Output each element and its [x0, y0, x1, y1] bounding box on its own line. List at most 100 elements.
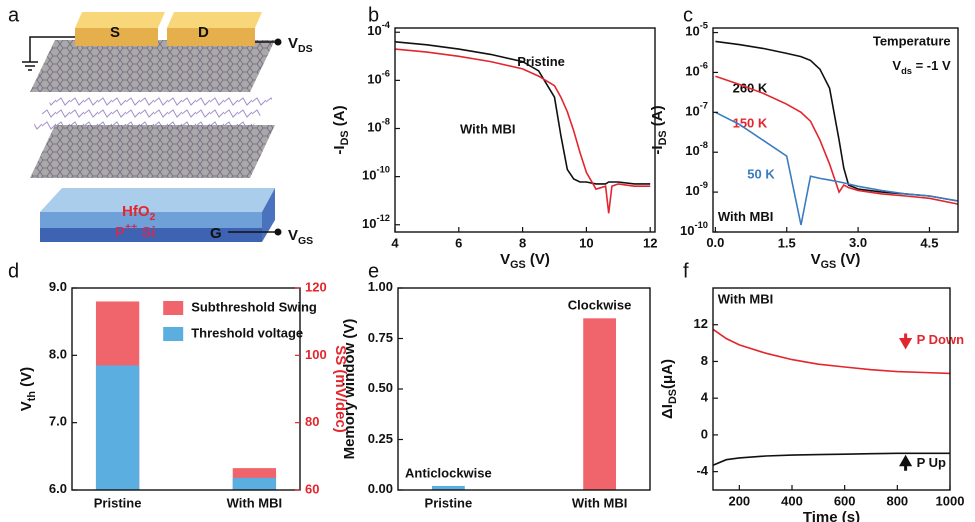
- text-part: V: [892, 58, 901, 73]
- text-part: th: [26, 391, 38, 401]
- y2-tick-label: 100: [305, 347, 327, 362]
- text-part: DS: [657, 130, 669, 145]
- bar: [95, 365, 140, 490]
- y-tick-label: 10-7: [685, 101, 708, 119]
- text-part: -4: [382, 21, 391, 31]
- text-part: (A): [331, 105, 348, 130]
- text-part: (V): [526, 251, 550, 268]
- y-axis-label: ΔIDS(μA): [659, 359, 679, 419]
- panel-letter: f: [683, 260, 689, 282]
- text-part: 0.50: [368, 380, 393, 395]
- text-part: V: [18, 401, 35, 411]
- annotation: Temperature: [873, 34, 951, 49]
- y-tick-label: 7.0: [49, 414, 67, 429]
- legend-label: Subthreshold Swing: [191, 299, 317, 314]
- gate-label: G: [210, 225, 222, 242]
- x-tick-label: With MBI: [227, 495, 282, 510]
- oxide-label: HfO2: [122, 203, 156, 223]
- text-part: (V): [836, 251, 860, 268]
- x-tick-label: 6: [455, 235, 462, 250]
- y2-tick-label: 120: [305, 279, 327, 294]
- text-part: (A): [649, 105, 666, 130]
- text-part: ++: [125, 221, 137, 233]
- y-tick-label: 8.0: [49, 347, 67, 362]
- x-tick-label: 1.5: [778, 235, 796, 250]
- text-part: GS: [298, 235, 313, 247]
- text-part: ΔI: [659, 404, 676, 419]
- y-tick-label: 10-10: [362, 165, 390, 183]
- source-label: S: [110, 24, 120, 41]
- text-part: -6: [700, 61, 708, 71]
- line: [715, 111, 959, 226]
- text-part: Si: [137, 224, 155, 241]
- text-part: 1.00: [368, 279, 393, 294]
- line: [712, 452, 950, 466]
- text-part: DS: [339, 130, 351, 145]
- y-tick-label: 10-9: [685, 181, 708, 199]
- text-part: 10: [685, 104, 699, 119]
- y-axis-label: -IDS (A): [331, 105, 351, 154]
- y-tick-label: 10-4: [367, 21, 391, 39]
- x-tick-label: 1000: [936, 493, 965, 508]
- y-tick-label: 12: [694, 316, 708, 331]
- arrow-icon: [899, 333, 913, 350]
- vds-label: VDS: [288, 35, 313, 55]
- legend-label: Threshold voltage: [191, 325, 303, 340]
- y-tick-label: 6.0: [49, 481, 67, 496]
- panel-letter: b: [368, 4, 379, 26]
- y-tick-label: 0.50: [368, 380, 393, 395]
- y-tick-label: 10-8: [685, 141, 708, 159]
- series-label: P Down: [917, 332, 964, 347]
- text-part: V: [500, 251, 510, 268]
- ground-wire: [22, 36, 75, 71]
- x-tick-label: Pristine: [425, 495, 473, 510]
- x-tick-label: 400: [781, 493, 803, 508]
- text-part: 10: [362, 216, 376, 231]
- y2-axis-label: SS (mV/dec): [332, 345, 349, 433]
- line: [712, 328, 951, 375]
- text-part: 10: [362, 168, 376, 183]
- text-part: -7: [700, 101, 708, 111]
- oxide: [40, 212, 262, 228]
- text-part: 0.0: [706, 235, 724, 250]
- x-tick-label: 600: [834, 493, 856, 508]
- x-tick-label: 10: [579, 235, 593, 250]
- text-part: DS: [298, 43, 313, 55]
- y-axis-label: Vth (V): [18, 367, 38, 411]
- panel-letter: a: [8, 4, 20, 26]
- text-part: GS: [821, 259, 837, 271]
- x-tick-label: Pristine: [94, 495, 142, 510]
- x-tick-label: 8: [519, 235, 526, 250]
- legend-swatch: [163, 301, 184, 315]
- y-tick-label: 1.00: [368, 279, 393, 294]
- x-tick-label: 4: [391, 235, 399, 250]
- y-tick-label: 0.25: [368, 431, 393, 446]
- silicon: [40, 228, 262, 242]
- series-label: P Up: [917, 455, 946, 470]
- x-tick-label: 200: [728, 493, 750, 508]
- plot-frame: [394, 27, 656, 233]
- annotation: Vds = -1 V: [892, 58, 951, 76]
- drain-label: D: [198, 24, 209, 41]
- text-part: V: [811, 251, 821, 268]
- text-part: DS: [667, 389, 679, 404]
- series-label: 50 K: [747, 166, 775, 181]
- text-part: 10: [367, 72, 381, 87]
- y-tick-label: 10-5: [685, 21, 708, 39]
- drain: [167, 28, 255, 46]
- panel-letter: e: [368, 260, 379, 282]
- x-tick-label: 12: [643, 235, 657, 250]
- text-part: 10: [680, 223, 694, 238]
- text-part: 2: [150, 211, 156, 223]
- text-part: 10: [685, 184, 699, 199]
- y-tick-label: 10-12: [362, 213, 390, 231]
- y2-tick-label: 60: [305, 481, 319, 496]
- source: [75, 28, 158, 46]
- annotation: With MBI: [718, 292, 773, 307]
- x-axis-label: Time (s): [803, 509, 860, 522]
- y-axis-label: -IDS (A): [649, 105, 669, 154]
- text-part: -I: [649, 145, 666, 154]
- plot-frame: [712, 27, 959, 233]
- text-part: V: [288, 227, 298, 244]
- text-part: -9: [700, 181, 708, 191]
